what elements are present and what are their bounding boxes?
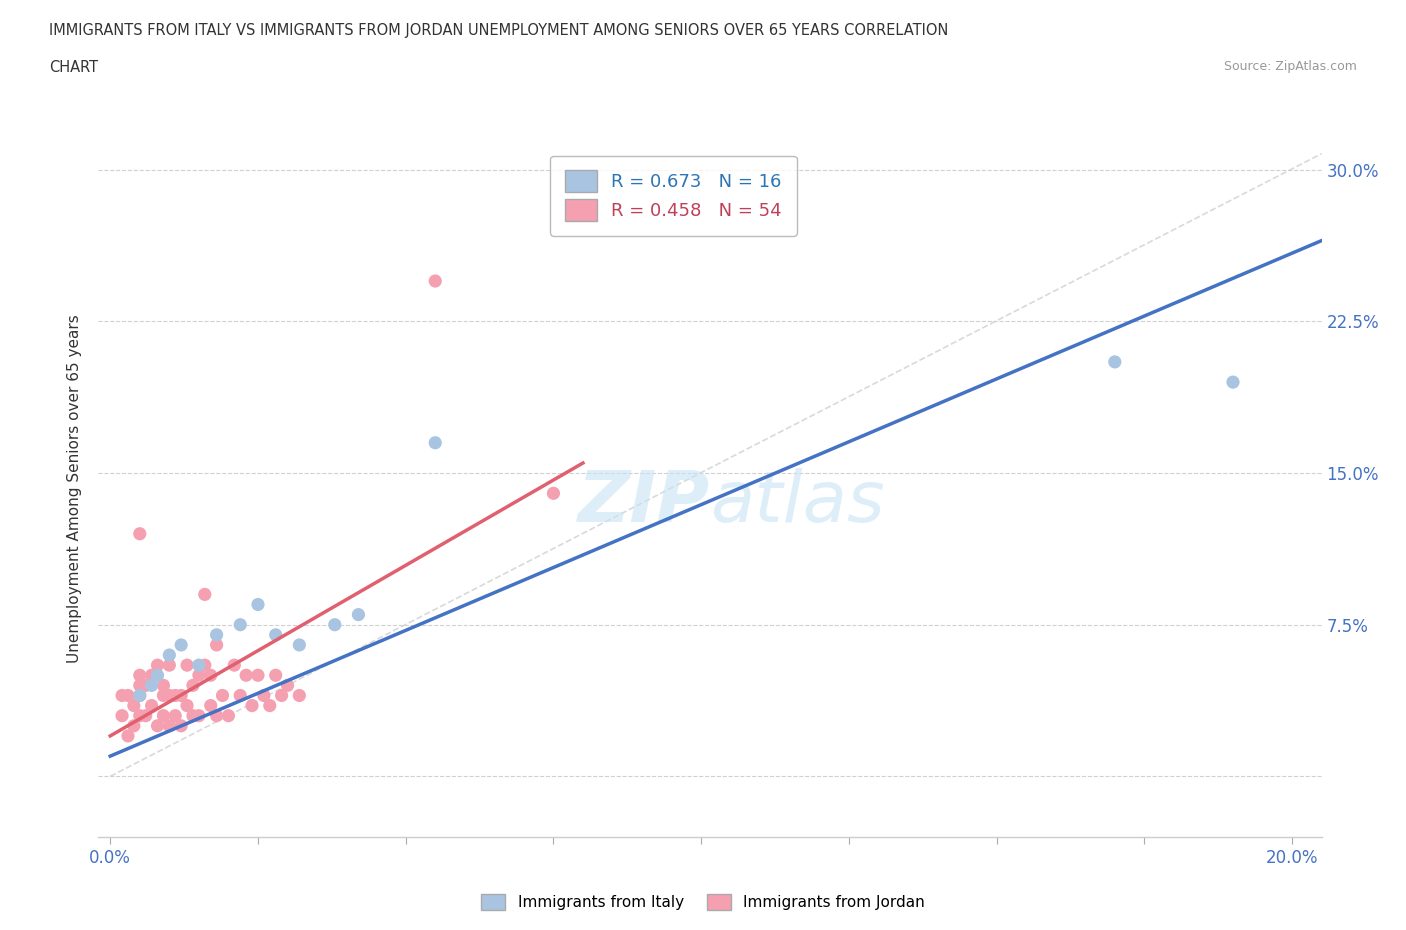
Point: [246, 597, 269, 612]
Point: [1104, 354, 1126, 369]
Point: [122, 698, 145, 713]
Point: [187, 668, 209, 683]
Point: [205, 628, 228, 643]
Legend: R = 0.673   N = 16, R = 0.458   N = 54: R = 0.673 N = 16, R = 0.458 N = 54: [550, 155, 797, 235]
Point: [146, 668, 169, 683]
Point: [117, 688, 139, 703]
Point: [425, 273, 447, 288]
Point: [152, 678, 174, 693]
Point: [157, 658, 180, 672]
Text: IMMIGRANTS FROM ITALY VS IMMIGRANTS FROM JORDAN UNEMPLOYMENT AMONG SENIORS OVER : IMMIGRANTS FROM ITALY VS IMMIGRANTS FROM…: [49, 23, 949, 38]
Point: [181, 709, 204, 724]
Point: [543, 485, 565, 500]
Point: [176, 658, 198, 672]
Point: [205, 709, 228, 724]
Point: [128, 668, 150, 683]
Point: [1222, 375, 1244, 390]
Point: [141, 698, 163, 713]
Point: [152, 709, 174, 724]
Point: [157, 647, 180, 662]
Point: [235, 668, 257, 683]
Point: [176, 698, 198, 713]
Point: [270, 688, 292, 703]
Point: [165, 688, 187, 703]
Point: [128, 526, 150, 541]
Point: [276, 678, 298, 693]
Point: [246, 668, 269, 683]
Y-axis label: Unemployment Among Seniors over 65 years: Unemployment Among Seniors over 65 years: [67, 314, 83, 662]
Point: [141, 678, 163, 693]
Point: [128, 688, 150, 703]
Point: [224, 658, 246, 672]
Point: [135, 709, 157, 724]
Point: [170, 637, 193, 652]
Legend: Immigrants from Italy, Immigrants from Jordan: Immigrants from Italy, Immigrants from J…: [474, 886, 932, 918]
Point: [194, 658, 217, 672]
Point: [323, 618, 346, 632]
Point: [288, 688, 311, 703]
Point: [200, 698, 222, 713]
Text: ZIP: ZIP: [578, 468, 710, 537]
Point: [170, 688, 193, 703]
Point: [165, 709, 187, 724]
Point: [128, 709, 150, 724]
Point: [111, 688, 134, 703]
Text: Source: ZipAtlas.com: Source: ZipAtlas.com: [1223, 60, 1357, 73]
Point: [146, 718, 169, 733]
Point: [181, 678, 204, 693]
Point: [157, 718, 180, 733]
Text: atlas: atlas: [710, 468, 884, 537]
Point: [264, 668, 287, 683]
Point: [200, 668, 222, 683]
Point: [217, 709, 239, 724]
Point: [288, 637, 311, 652]
Point: [229, 618, 252, 632]
Point: [170, 718, 193, 733]
Point: [128, 678, 150, 693]
Point: [264, 628, 287, 643]
Point: [347, 607, 370, 622]
Point: [128, 688, 150, 703]
Point: [194, 587, 217, 602]
Point: [187, 658, 209, 672]
Point: [157, 688, 180, 703]
Point: [117, 728, 139, 743]
Point: [135, 678, 157, 693]
Point: [122, 718, 145, 733]
Point: [240, 698, 263, 713]
Point: [187, 709, 209, 724]
Point: [146, 658, 169, 672]
Point: [253, 688, 276, 703]
Text: CHART: CHART: [49, 60, 98, 75]
Point: [229, 688, 252, 703]
Point: [205, 637, 228, 652]
Point: [141, 668, 163, 683]
Point: [111, 709, 134, 724]
Point: [259, 698, 281, 713]
Point: [152, 688, 174, 703]
Point: [211, 688, 233, 703]
Point: [425, 435, 447, 450]
